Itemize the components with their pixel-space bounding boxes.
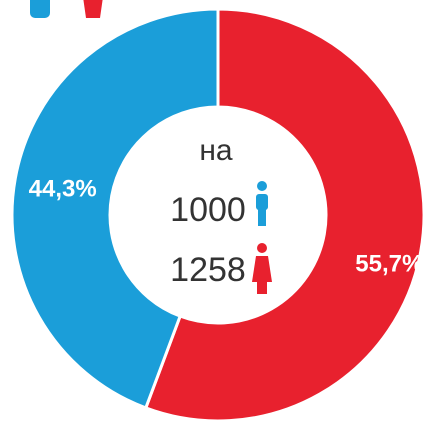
slice <box>143 7 426 422</box>
female-icon <box>83 0 103 18</box>
male-icon <box>256 181 268 226</box>
slice-label: 55,7% <box>355 250 423 277</box>
slice-label: 44,3% <box>29 175 97 202</box>
male-icon <box>30 0 50 18</box>
top-icons <box>30 0 103 18</box>
center-text: на <box>199 134 233 167</box>
center-text: 1000 <box>170 191 246 229</box>
slices <box>10 7 426 422</box>
slice <box>10 7 220 410</box>
center-text: 1258 <box>170 251 246 289</box>
female-icon <box>252 243 272 294</box>
